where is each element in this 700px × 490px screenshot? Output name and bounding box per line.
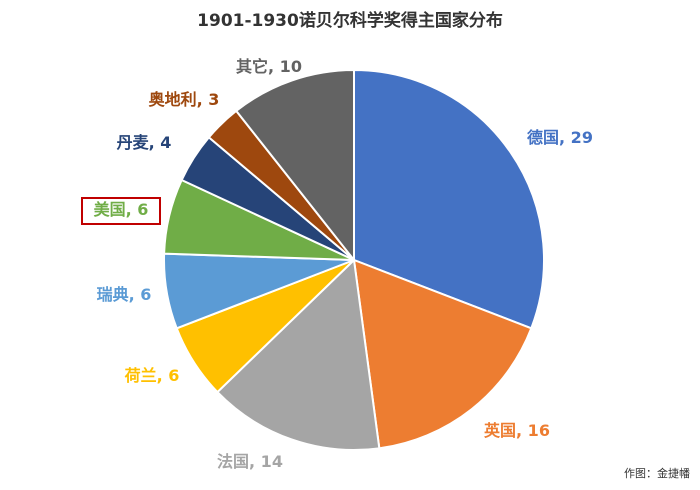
slice-label-6: 丹麦, 4 (117, 133, 172, 152)
pie-slice-1 (352, 258, 533, 450)
slice-label-7: 奥地利, 3 (149, 90, 220, 109)
pie-slice-2 (216, 257, 381, 451)
slice-label-8: 其它, 10 (236, 57, 302, 76)
slice-label-2: 法国, 14 (217, 452, 283, 471)
chart-title: 1901-1930诺贝尔科学奖得主国家分布 (197, 10, 503, 31)
slice-label-4: 瑞典, 6 (97, 285, 152, 304)
slice-label-3: 荷兰, 6 (125, 366, 180, 385)
slice-label-1: 英国, 16 (483, 421, 550, 440)
slice-label-5: 美国, 6 (94, 200, 149, 219)
slice-label-0: 德国, 29 (527, 128, 593, 147)
pie-slice-0 (353, 68, 545, 330)
highlight-box (81, 197, 161, 225)
slice-labels: 德国, 29 英国, 16 法国, 14 荷兰, 6 瑞典, 6 美国, 6 丹麦, 4 奥地… (81, 57, 593, 471)
pie-slice-8 (234, 68, 355, 263)
pie-slices (163, 68, 545, 451)
chart-credit: 作图：金捷幡 (624, 466, 690, 480)
